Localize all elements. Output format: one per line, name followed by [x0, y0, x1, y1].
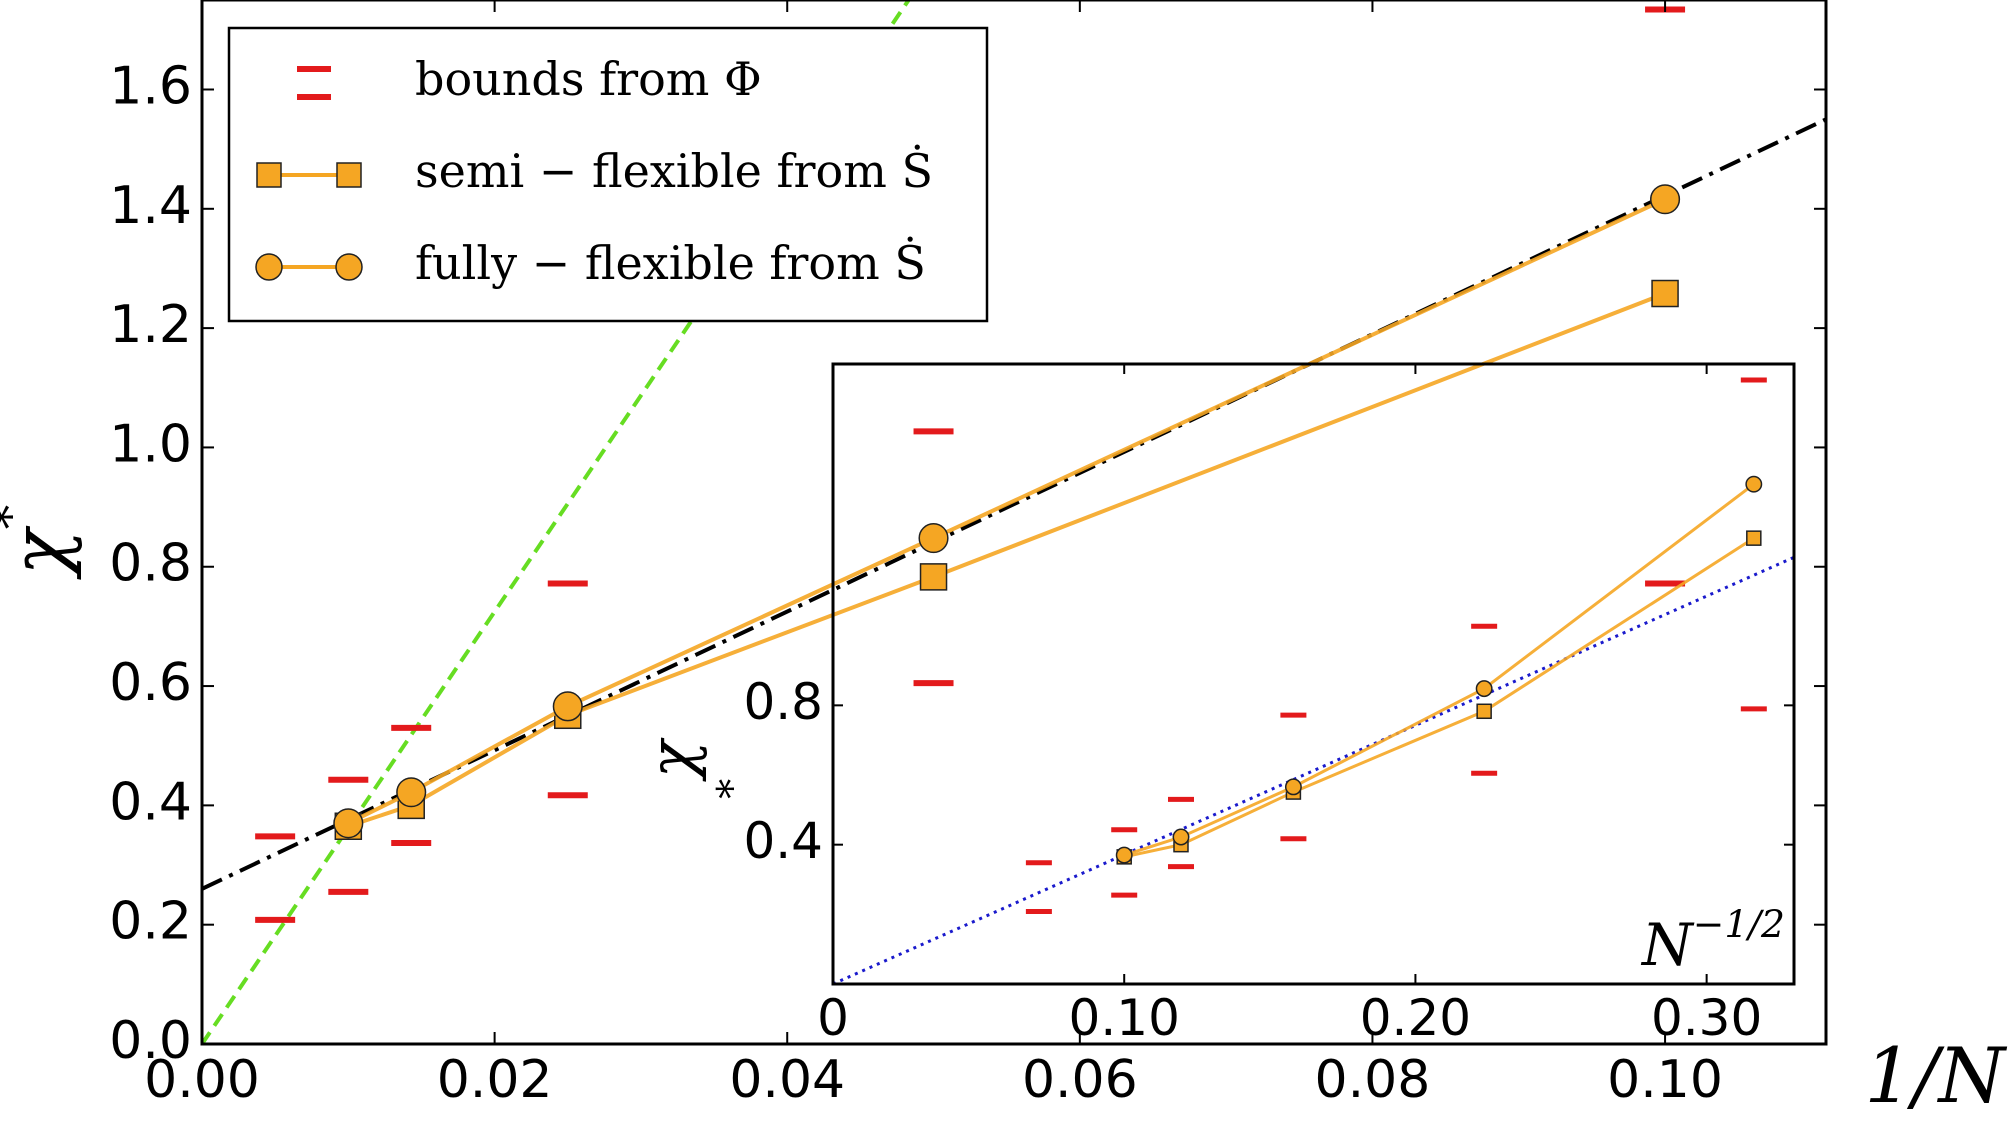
y-axis-label-sup: * [0, 505, 39, 530]
inset-x-axis-label-sup: −1/2 [1693, 901, 1785, 945]
x-tick-label: 0.30 [1651, 989, 1762, 1047]
y-tick-label: 0.8 [743, 673, 823, 731]
circle-marker [1475, 680, 1493, 698]
y-tick-label: 0.4 [743, 812, 823, 870]
x-tick-label: 0.04 [729, 1050, 845, 1110]
inset-x-axis-label: N−1/2 [1640, 901, 1785, 979]
square-marker [1651, 279, 1679, 308]
y-tick-label: 0.0 [109, 1011, 192, 1071]
square-marker [919, 563, 948, 591]
square-marker [1476, 703, 1492, 720]
y-tick-label: 0.8 [109, 534, 192, 594]
y-axis-label: χ* [0, 505, 83, 581]
x-tick-label: 0.02 [437, 1050, 553, 1110]
x-tick-label: 0.20 [1360, 989, 1471, 1047]
circle-marker [1115, 846, 1133, 864]
plot-area [833, 377, 1794, 984]
legend-marker [256, 162, 282, 188]
circle-marker [1650, 184, 1681, 215]
y-tick-label: 1.6 [109, 56, 192, 116]
legend-marker [335, 253, 363, 281]
x-tick-label: 0.00 [144, 1050, 260, 1110]
y-tick-label: 1.0 [109, 414, 192, 474]
inset-x-axis-label-base: N [1640, 911, 1695, 979]
inset-y-axis-label-sup: * [694, 779, 741, 799]
legend-label: semi − flexible from Ṡ [415, 143, 933, 198]
x-tick-label: 0.06 [1022, 1050, 1138, 1110]
legend-label: fully − flexible from Ṡ [415, 235, 926, 290]
y-tick-label: 0.2 [109, 892, 192, 952]
circle-marker [333, 808, 364, 839]
legend-label: bounds from Φ [415, 52, 762, 106]
circle-marker [1284, 778, 1302, 796]
x-tick-label: 0 [817, 989, 849, 1047]
fit-line [202, 0, 911, 1044]
series-line [347, 291, 1666, 829]
circle-marker [1172, 828, 1190, 846]
x-tick-label: 0.10 [1069, 989, 1180, 1047]
x-tick-label: 0.08 [1315, 1050, 1431, 1110]
axes-frame [200, 0, 1828, 1046]
circle-marker [552, 691, 583, 722]
legend-marker [336, 162, 362, 188]
axes-frame [831, 362, 1796, 986]
y-tick-label: 0.4 [109, 772, 192, 832]
legend-marker [255, 253, 283, 281]
series-line [1123, 482, 1755, 857]
y-tick-label: 1.4 [109, 176, 192, 236]
circle-marker [396, 777, 427, 808]
x-axis-label: 1/N [1865, 1031, 2008, 1120]
y-axis-label-base: χ [0, 525, 83, 580]
x-tick-label: 0.10 [1607, 1050, 1723, 1110]
square-marker [1746, 530, 1762, 546]
circle-marker [918, 523, 949, 554]
y-tick-label: 0.6 [109, 653, 192, 713]
inset-y-axis-label-base: χ [659, 737, 732, 782]
circle-marker [1745, 475, 1763, 493]
plot-area [202, 0, 1826, 1044]
inset-y-axis-label: χ* [659, 737, 741, 799]
y-tick-label: 1.2 [109, 295, 192, 355]
